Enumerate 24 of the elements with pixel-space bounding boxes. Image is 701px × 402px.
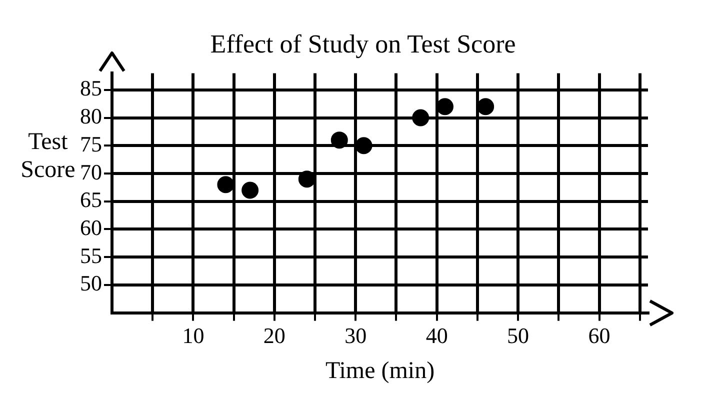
y-tick-label: 70 [80, 159, 102, 184]
y-tick-label: 65 [80, 187, 102, 212]
y-tick-label: 50 [80, 270, 102, 296]
y-tick-label: 80 [80, 104, 102, 129]
x-tick-label: 60 [588, 322, 610, 348]
point [412, 109, 430, 126]
chart-title: Effect of Study on Test Score [210, 29, 516, 58]
x-tick-label: 20 [263, 322, 286, 348]
point [330, 132, 348, 149]
y-tick-label: 85 [80, 76, 102, 101]
y-tick-label: 55 [80, 242, 102, 268]
x-tick-label: 50 [507, 322, 530, 348]
y-tick-label: 75 [80, 131, 102, 156]
x-tick-label: 30 [344, 322, 367, 348]
point [477, 98, 494, 116]
y-tick-label: 60 [80, 215, 102, 240]
point [355, 137, 372, 154]
x-tick-label: 10 [182, 322, 204, 348]
point [242, 182, 259, 199]
x-axis-title: Time (min) [325, 358, 435, 384]
x-tick-label: 40 [426, 322, 448, 348]
y-axis-title: Test Score [20, 129, 76, 183]
point [298, 170, 316, 188]
point [217, 176, 234, 194]
